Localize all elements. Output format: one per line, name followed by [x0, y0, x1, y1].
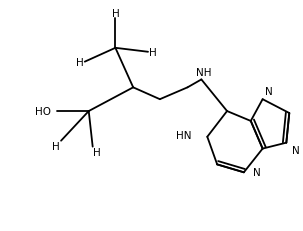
Text: NH: NH: [196, 67, 211, 77]
Text: H: H: [76, 57, 84, 67]
Text: H: H: [112, 9, 119, 19]
Text: H: H: [93, 147, 101, 157]
Text: N: N: [265, 87, 272, 97]
Text: HO: HO: [35, 106, 51, 117]
Text: HN: HN: [176, 130, 191, 140]
Text: H: H: [149, 48, 157, 58]
Text: N: N: [292, 145, 300, 155]
Text: H: H: [52, 141, 60, 151]
Text: N: N: [253, 167, 261, 178]
